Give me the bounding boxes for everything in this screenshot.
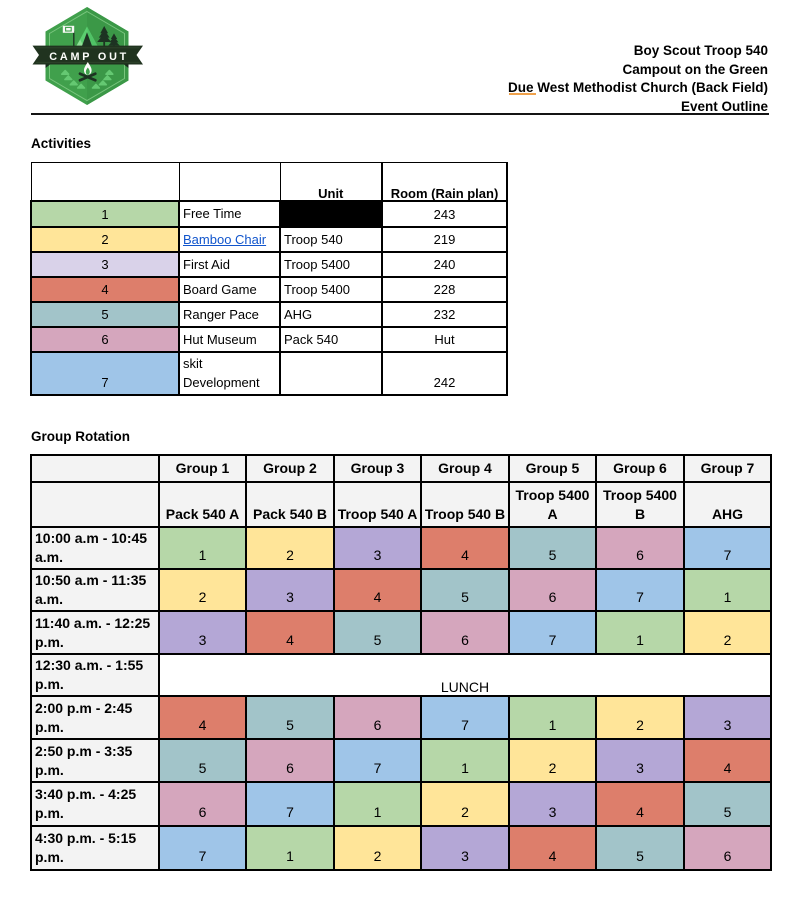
- svg-text:CAMP OUT: CAMP OUT: [49, 51, 129, 63]
